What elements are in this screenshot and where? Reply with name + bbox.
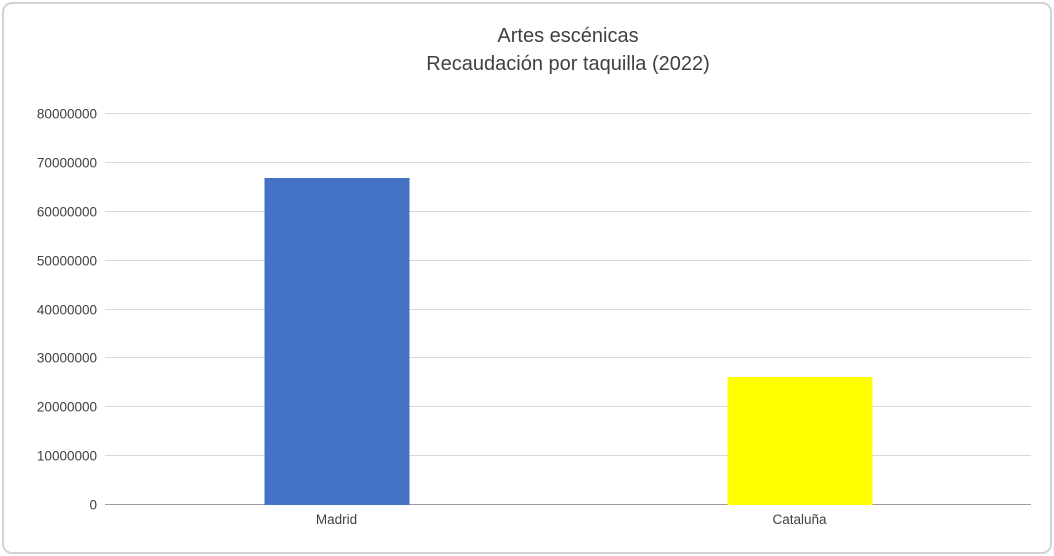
x-axis-line	[105, 504, 1031, 505]
plot-area	[105, 113, 1031, 505]
y-axis-tick-label: 60000000	[36, 204, 97, 220]
gridline	[105, 113, 1031, 114]
y-axis-tick-label: 10000000	[36, 448, 97, 464]
chart-title: Artes escénicas Recaudación por taquilla…	[105, 22, 1031, 78]
x-axis: Madrid Cataluña	[105, 512, 1031, 532]
gridline	[105, 161, 1031, 163]
gridline	[105, 455, 1031, 457]
gridline	[105, 308, 1031, 310]
y-axis-tick-label: 70000000	[36, 155, 97, 171]
y-axis-tick-label: 40000000	[36, 302, 97, 317]
y-axis-tick-label: 80000000	[36, 106, 97, 122]
y-axis-tick-label: 30000000	[36, 350, 97, 366]
gridline	[105, 357, 1031, 359]
chart-title-line2: Recaudación por taquilla (2022)	[426, 53, 710, 75]
y-axis: 0 10000000 20000000 30000000 40000000 5000000…	[0, 107, 97, 513]
y-axis-tick-label: 50000000	[36, 253, 97, 269]
chart-title-line1: Artes escénicas	[497, 25, 639, 47]
gridline	[105, 406, 1031, 408]
gridline	[105, 259, 1031, 261]
bar-madrid	[264, 178, 409, 505]
y-axis-tick-label: 20000000	[36, 399, 97, 415]
x-axis-label-madrid: Madrid	[315, 512, 358, 527]
bar-cataluña	[727, 376, 872, 505]
y-axis-tick-label: 0	[89, 497, 97, 513]
gridline	[105, 210, 1031, 212]
x-axis-label-cataluña: Cataluña	[772, 512, 827, 527]
